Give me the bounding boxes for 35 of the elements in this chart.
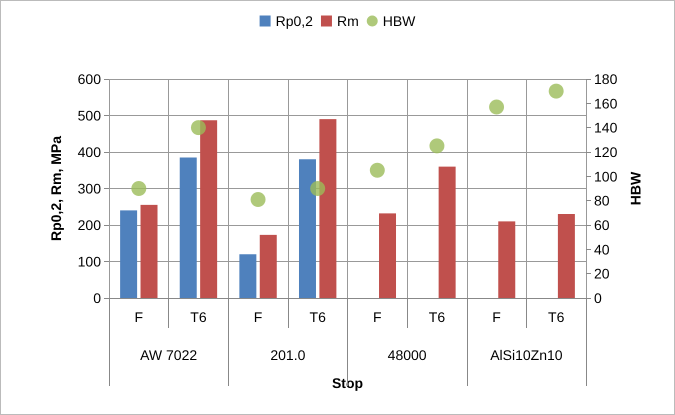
legend-label: Rm [336, 13, 359, 29]
y2-tick-label: 100 [594, 168, 618, 184]
y2-tick-label: 120 [594, 144, 618, 160]
text: AW 7022 [140, 347, 198, 363]
y-tick-label: 600 [78, 71, 102, 87]
y2-tick-label: 180 [594, 71, 618, 87]
y-tick-label: 300 [78, 180, 102, 196]
x-tick-label: F [134, 309, 144, 325]
x-tick-label: T6 [548, 309, 565, 325]
text: 201.0 [270, 347, 306, 363]
x-tick-label: F [254, 309, 262, 325]
y-tick-label: 200 [78, 217, 102, 233]
y2-axis-title: HBW [627, 171, 644, 206]
x-tick-label: F [492, 309, 501, 325]
y2-tick-label: 40 [594, 241, 610, 258]
y-tick-label: 100 [78, 254, 102, 270]
x-tick-label: F [373, 309, 382, 325]
y2-tick-label: 80 [594, 192, 610, 209]
y-tick-label: 0 [93, 290, 102, 306]
legend-label: HBW [382, 13, 416, 29]
y2-tick-label: 0 [594, 290, 602, 306]
x-axis-title: Stop [332, 375, 364, 391]
y2-tick-label: 160 [594, 95, 618, 112]
y2-tick-label: 20 [594, 266, 610, 282]
y-axis-title: Rp0,2, Rm, MPa [48, 136, 64, 242]
y2-tick-label: 140 [594, 120, 618, 136]
y-tick-label: 500 [78, 108, 102, 124]
text: 48000 [388, 347, 427, 363]
x-tick-label: T6 [428, 309, 446, 325]
legend-label: Rp0,2 [276, 13, 314, 29]
y-tick-label: 400 [78, 144, 102, 160]
x-tick-label: T6 [190, 309, 207, 325]
y2-tick-label: 60 [594, 217, 610, 233]
text: AlSi10Zn10 [490, 347, 563, 363]
x-tick-label: T6 [310, 309, 326, 325]
